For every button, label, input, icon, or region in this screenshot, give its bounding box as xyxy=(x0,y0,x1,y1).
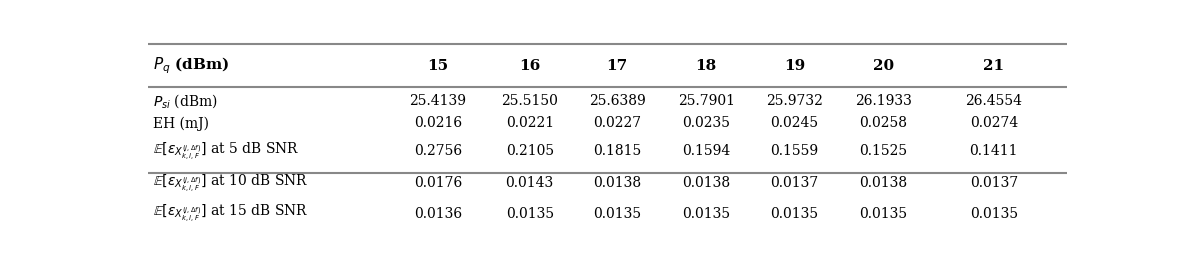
Text: 0.2756: 0.2756 xyxy=(414,144,461,158)
Text: 0.1525: 0.1525 xyxy=(860,144,907,158)
Text: $P_q$ (dBm): $P_q$ (dBm) xyxy=(153,56,229,76)
Text: 0.0135: 0.0135 xyxy=(682,206,731,221)
Text: 0.1411: 0.1411 xyxy=(970,144,1018,158)
Text: 0.0176: 0.0176 xyxy=(414,176,461,190)
Text: 0.1815: 0.1815 xyxy=(593,144,642,158)
Text: $\mathbb{E}[\varepsilon_{X_{k,l,F}^{(j,\Delta f)}}]$ at 5 dB SNR: $\mathbb{E}[\varepsilon_{X_{k,l,F}^{(j,\… xyxy=(153,141,299,162)
Text: 0.2105: 0.2105 xyxy=(505,144,554,158)
Text: 16: 16 xyxy=(519,59,541,73)
Text: 0.1559: 0.1559 xyxy=(771,144,818,158)
Text: 0.0221: 0.0221 xyxy=(505,117,554,130)
Text: 0.0143: 0.0143 xyxy=(505,176,554,190)
Text: 21: 21 xyxy=(983,59,1005,73)
Text: 0.0138: 0.0138 xyxy=(593,176,642,190)
Text: EH (mJ): EH (mJ) xyxy=(153,116,209,131)
Text: 25.4139: 25.4139 xyxy=(409,94,466,108)
Text: 25.5150: 25.5150 xyxy=(502,94,559,108)
Text: 0.0274: 0.0274 xyxy=(970,117,1018,130)
Text: 15: 15 xyxy=(427,59,448,73)
Text: 0.0138: 0.0138 xyxy=(682,176,731,190)
Text: 0.0138: 0.0138 xyxy=(860,176,907,190)
Text: 25.6389: 25.6389 xyxy=(588,94,645,108)
Text: 25.9732: 25.9732 xyxy=(766,94,823,108)
Text: 26.4554: 26.4554 xyxy=(965,94,1022,108)
Text: 0.0235: 0.0235 xyxy=(682,117,731,130)
Text: 0.0258: 0.0258 xyxy=(860,117,907,130)
Text: 26.1933: 26.1933 xyxy=(855,94,912,108)
Text: 17: 17 xyxy=(606,59,627,73)
Text: 0.0137: 0.0137 xyxy=(770,176,818,190)
Text: $\mathbb{E}[\varepsilon_{X_{k,l,F}^{(j,\Delta f)}}]$ at 10 dB SNR: $\mathbb{E}[\varepsilon_{X_{k,l,F}^{(j,\… xyxy=(153,173,308,194)
Text: 0.0227: 0.0227 xyxy=(593,117,642,130)
Text: 0.0135: 0.0135 xyxy=(970,206,1018,221)
Text: 0.1594: 0.1594 xyxy=(682,144,731,158)
Text: 0.0245: 0.0245 xyxy=(771,117,818,130)
Text: 0.0135: 0.0135 xyxy=(860,206,907,221)
Text: 25.7901: 25.7901 xyxy=(677,94,734,108)
Text: 0.0216: 0.0216 xyxy=(414,117,461,130)
Text: 19: 19 xyxy=(784,59,805,73)
Text: 0.0135: 0.0135 xyxy=(771,206,818,221)
Text: 0.0135: 0.0135 xyxy=(505,206,554,221)
Text: 0.0136: 0.0136 xyxy=(414,206,461,221)
Text: 20: 20 xyxy=(873,59,894,73)
Text: $\mathbb{E}[\varepsilon_{X_{k,l,F}^{(j,\Delta f)}}]$ at 15 dB SNR: $\mathbb{E}[\varepsilon_{X_{k,l,F}^{(j,\… xyxy=(153,203,308,224)
Text: 18: 18 xyxy=(695,59,716,73)
Text: $P_{si}$ (dBm): $P_{si}$ (dBm) xyxy=(153,92,218,110)
Text: 0.0137: 0.0137 xyxy=(970,176,1018,190)
Text: 0.0135: 0.0135 xyxy=(593,206,642,221)
